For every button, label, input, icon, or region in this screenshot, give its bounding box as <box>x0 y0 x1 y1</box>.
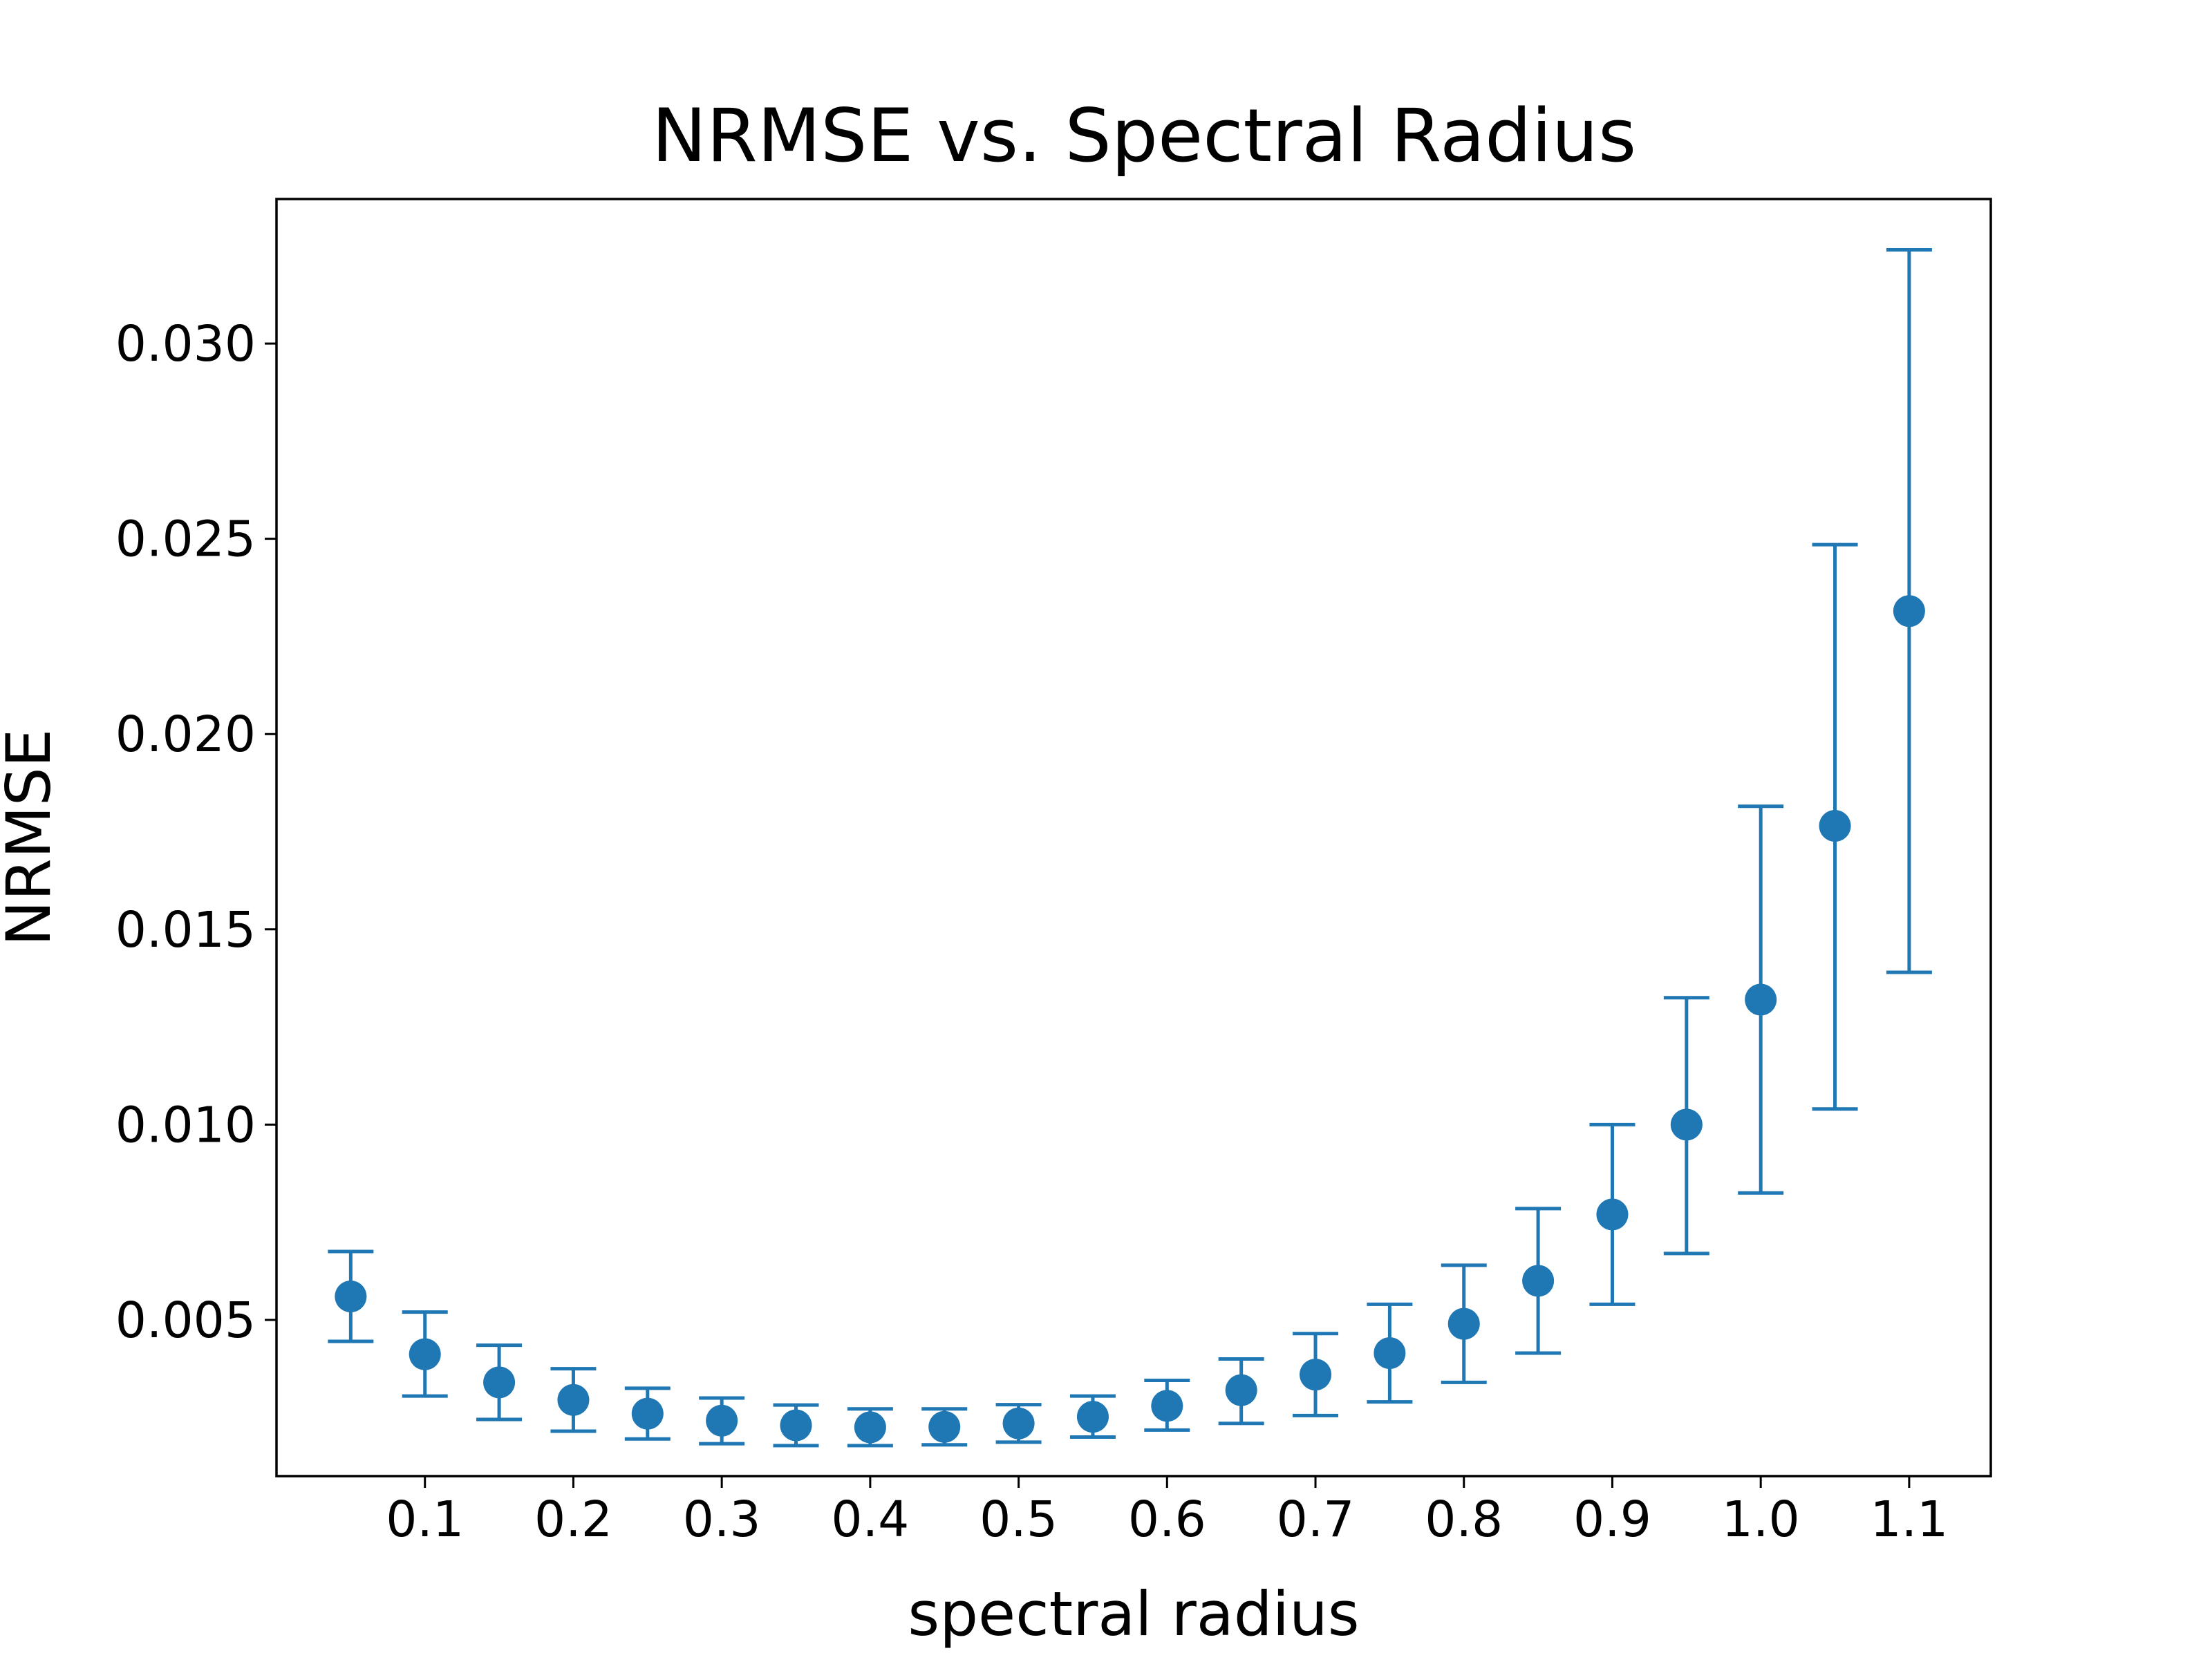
y-axis: 0.005 0.010 0.015 0.020 0.025 0.030 <box>115 315 276 1349</box>
x-tick-label: 1.0 <box>1722 1491 1800 1548</box>
axes-frame <box>275 198 1992 1477</box>
data-point <box>631 1397 664 1430</box>
data-point <box>1151 1390 1183 1422</box>
x-tick-label: 0.1 <box>386 1491 464 1548</box>
y-tick-label: 0.030 <box>115 315 256 372</box>
x-tick-label: 0.2 <box>534 1491 612 1548</box>
data-point <box>1670 1108 1703 1141</box>
x-tick-label: 0.6 <box>1128 1491 1206 1548</box>
data-point <box>780 1409 812 1442</box>
data-point <box>854 1411 886 1444</box>
data-point <box>1522 1265 1555 1297</box>
data-point <box>1374 1337 1406 1369</box>
chart-title: NRMSE vs. Spectral Radius <box>652 93 1636 178</box>
y-tick-label: 0.025 <box>115 511 256 568</box>
y-tick-label: 0.005 <box>115 1292 256 1349</box>
y-tick-label: 0.010 <box>115 1096 256 1153</box>
data-point <box>1893 595 1925 627</box>
data-point <box>1076 1401 1109 1433</box>
y-tick-label: 0.020 <box>115 706 256 763</box>
data-point <box>1596 1198 1629 1231</box>
x-tick-label: 0.3 <box>683 1491 761 1548</box>
x-tick-label: 0.8 <box>1425 1491 1503 1548</box>
data-point <box>1447 1307 1480 1340</box>
data-point <box>706 1404 738 1437</box>
x-tick-label: 0.5 <box>980 1491 1058 1548</box>
y-axis-label: NRMSE <box>0 729 64 946</box>
x-tick-label: 0.4 <box>831 1491 909 1548</box>
y-tick-label: 0.015 <box>115 901 256 959</box>
data-point <box>1300 1359 1332 1391</box>
data-point <box>928 1410 961 1443</box>
x-tick-label: 0.9 <box>1573 1491 1651 1548</box>
x-tick-label: 0.7 <box>1277 1491 1355 1548</box>
data-point <box>1002 1407 1035 1439</box>
data-point <box>1745 983 1777 1016</box>
x-axis: 0.1 0.2 0.3 0.4 0.5 0.6 0.7 0.8 0.9 1.0 1.1 <box>386 1476 1948 1548</box>
x-tick-label: 1.1 <box>1870 1491 1948 1548</box>
data-point <box>1819 810 1851 842</box>
data-point <box>335 1281 367 1313</box>
plot-area <box>328 247 1932 1448</box>
data-point <box>483 1366 516 1399</box>
data-point <box>409 1338 441 1370</box>
data-point <box>557 1384 590 1416</box>
data-point <box>1225 1374 1257 1406</box>
x-axis-label: spectral radius <box>908 1578 1359 1650</box>
